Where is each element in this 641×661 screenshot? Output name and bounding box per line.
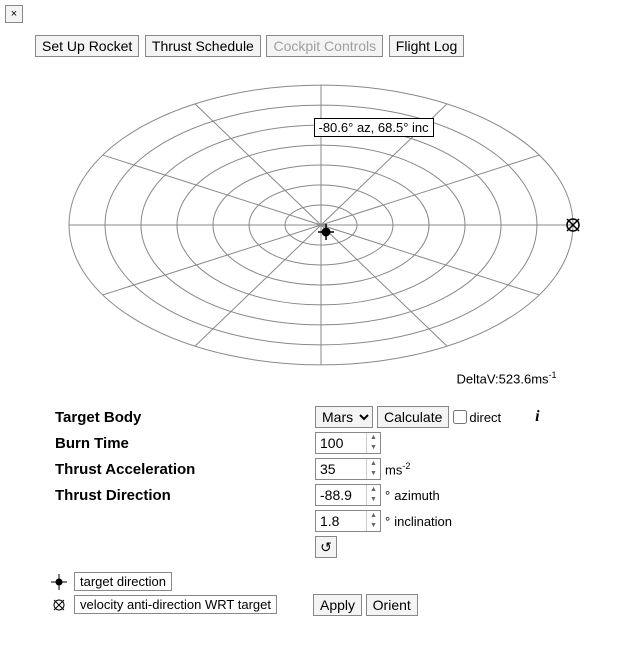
tab-thrust-schedule[interactable]: Thrust Schedule [145,35,261,57]
thrust-accel-spinner[interactable]: ▲▼ [315,458,381,480]
orient-button[interactable]: Orient [366,594,418,616]
legend-target-text: target direction [74,572,172,591]
thrust-accel-input[interactable] [316,459,366,479]
legend-target-icon [50,574,68,590]
label-burn-time: Burn Time [55,435,315,452]
label-thrust-accel: Thrust Acceleration [55,461,315,478]
close-button[interactable]: × [5,5,23,23]
thrust-accel-up[interactable]: ▲ [367,459,380,469]
inclination-spinner[interactable]: ▲▼ [315,510,381,532]
tab-bar: Set Up Rocket Thrust Schedule Cockpit Co… [35,35,636,57]
deltav-readout: DeltaV:523.6ms-1 [457,370,557,386]
deltav-value: 523.6 [499,371,532,386]
azimuth-up[interactable]: ▲ [367,485,380,495]
azimuth-down[interactable]: ▼ [367,495,380,505]
inclination-input[interactable] [316,511,366,531]
thrust-accel-unit-base: ms [385,462,402,477]
polar-tooltip: -80.6° az, 68.5° inc [314,118,434,137]
legend-anti-text: velocity anti-direction WRT target [74,595,277,614]
inclination-down[interactable]: ▼ [367,521,380,531]
polar-chart[interactable]: -80.6° az, 68.5° inc DeltaV:523.6ms-1 [31,65,611,388]
burn-time-down[interactable]: ▼ [367,443,380,453]
burn-time-up[interactable]: ▲ [367,433,380,443]
azimuth-deg: ° [385,488,390,503]
target-body-select[interactable]: Mars [315,406,373,428]
inclination-up[interactable]: ▲ [367,511,380,521]
inclination-deg: ° [385,514,390,529]
refresh-button[interactable]: ↺ [315,536,337,558]
azimuth-input[interactable] [316,485,366,505]
tab-flight-log[interactable]: Flight Log [389,35,464,57]
legend-anti-icon [50,597,68,613]
inclination-label: inclination [394,514,452,529]
label-thrust-direction: Thrust Direction [55,487,315,504]
thrust-accel-unit-exp: -2 [402,461,410,471]
info-icon[interactable]: i [535,408,539,426]
azimuth-label: azimuth [394,488,440,503]
tab-cockpit-controls: Cockpit Controls [266,35,383,57]
thrust-accel-down[interactable]: ▼ [367,469,380,479]
direct-checkbox[interactable] [453,410,467,424]
deltav-unit-exp: -1 [549,370,557,380]
deltav-unit-base: ms [531,371,548,386]
form-area: Target Body Mars Calculate direct i Burn… [55,406,636,558]
calculate-button[interactable]: Calculate [377,406,449,428]
apply-button[interactable]: Apply [313,594,362,616]
thrust-accel-unit: ms-2 [385,461,410,477]
azimuth-spinner[interactable]: ▲▼ [315,484,381,506]
direct-text: direct [469,410,501,425]
direct-checkbox-label[interactable]: direct [453,410,501,425]
burn-time-spinner[interactable]: ▲▼ [315,432,381,454]
burn-time-input[interactable] [316,433,366,453]
deltav-prefix: DeltaV: [457,371,499,386]
label-target-body: Target Body [55,409,315,426]
tab-setup-rocket[interactable]: Set Up Rocket [35,35,139,57]
